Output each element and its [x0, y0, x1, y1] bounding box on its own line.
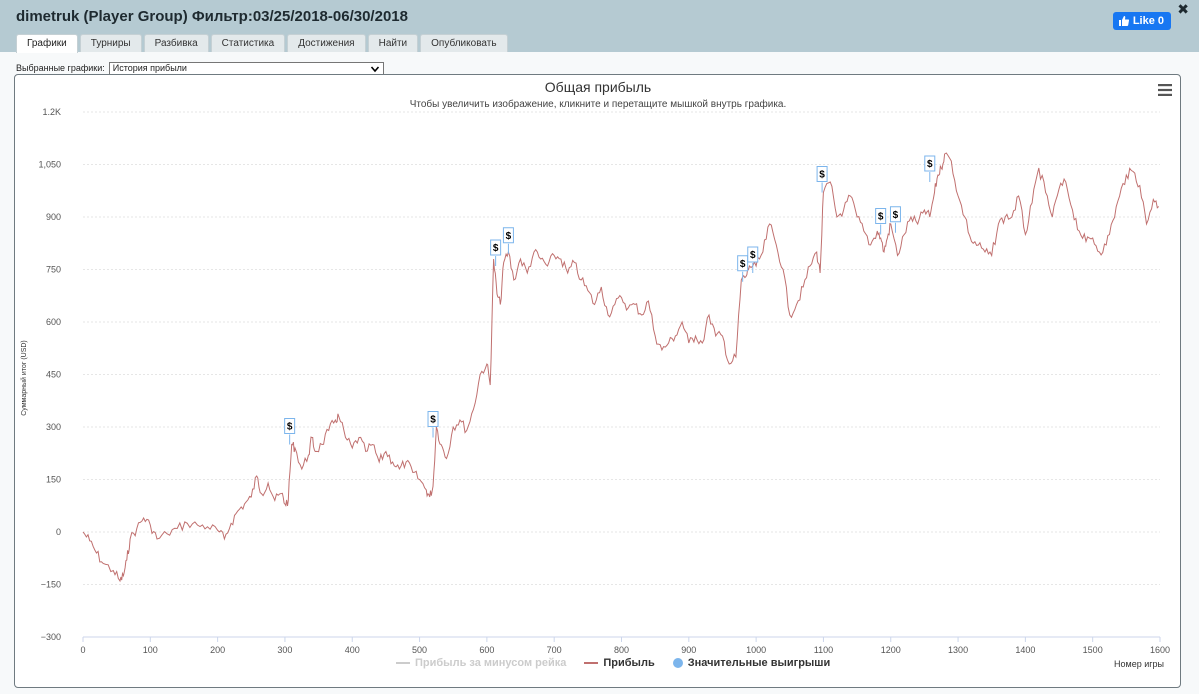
- tab-charts[interactable]: Графики: [16, 34, 78, 53]
- chart-selector-value: История прибыли: [112, 62, 187, 73]
- legend-item-rake[interactable]: Прибыль за минусом рейка: [396, 657, 566, 669]
- x-tick-label: 1100: [814, 645, 833, 655]
- big-win-flag-label: $: [878, 212, 884, 223]
- y-tick-label: 900: [46, 212, 61, 222]
- chart-subtitle: Чтобы увеличить изображение, кликните и …: [410, 98, 787, 110]
- legend-label-profit: Прибыль: [603, 657, 655, 669]
- legend-line-profit: [584, 662, 599, 664]
- window-title: dimetruk (Player Group) Фильтр:03/25/201…: [16, 8, 408, 25]
- chart-legend: Прибыль за минусом рейка Прибыль Значите…: [396, 656, 830, 670]
- x-tick-label: 1600: [1150, 645, 1170, 655]
- y-tick-label: 750: [46, 265, 61, 275]
- x-tick-label: 0: [80, 645, 85, 655]
- x-axis-title: Номер игры: [1114, 659, 1164, 669]
- x-tick-label: 1200: [881, 645, 901, 655]
- y-tick-label: 0: [56, 527, 61, 537]
- y-tick-label: 600: [46, 317, 61, 327]
- x-tick-label: 1500: [1083, 645, 1103, 655]
- y-tick-label: −150: [41, 580, 61, 590]
- tab-breakdown[interactable]: Разбивка: [143, 34, 209, 52]
- tab-achievements[interactable]: Достижения: [287, 34, 366, 52]
- legend-item-profit[interactable]: Прибыль: [584, 657, 655, 669]
- big-win-flag-label: $: [740, 259, 746, 270]
- x-tick-label: 100: [143, 645, 158, 655]
- chart-panel: [14, 74, 1181, 688]
- y-tick-label: 1.2K: [42, 107, 61, 117]
- big-win-flag[interactable]: $: [889, 206, 901, 233]
- big-win-flags: $ $ $ $ $ $ $ $ $ $: [284, 155, 936, 445]
- x-tick-label: 1300: [948, 645, 968, 655]
- y-tick-label: 300: [46, 422, 61, 432]
- big-win-flag[interactable]: $: [427, 411, 439, 438]
- window-header: dimetruk (Player Group) Фильтр:03/25/201…: [0, 0, 1199, 53]
- x-tick-label: 300: [277, 645, 292, 655]
- tab-find[interactable]: Найти: [367, 34, 419, 52]
- chart-selector-label: Выбранные графики:: [16, 63, 105, 73]
- tab-bar: Графики Турниры Разбивка Статистика Дост…: [16, 34, 508, 53]
- big-win-flag-label: $: [893, 210, 899, 221]
- big-win-flag-label: $: [927, 159, 933, 170]
- x-tick-label: 800: [614, 645, 629, 655]
- big-win-flag[interactable]: $: [875, 208, 887, 235]
- profit-line: [82, 152, 1160, 583]
- big-win-flag-label: $: [819, 170, 825, 181]
- y-tick-label: 450: [46, 370, 61, 380]
- big-win-flag-label: $: [493, 243, 499, 254]
- big-win-flag-label: $: [430, 415, 436, 426]
- y-tick-label: 1,050: [38, 160, 61, 170]
- x-tick-label: 400: [345, 645, 360, 655]
- big-win-flag[interactable]: $: [737, 255, 749, 282]
- y-axis-title: Суммарный итог (USD): [20, 340, 28, 416]
- big-win-flag-label: $: [287, 422, 293, 433]
- big-win-flag-label: $: [750, 250, 756, 261]
- legend-line-rake: [396, 662, 410, 664]
- x-tick-label: 1400: [1015, 645, 1035, 655]
- x-tick-label: 700: [547, 645, 562, 655]
- big-win-flag[interactable]: $: [747, 246, 759, 273]
- big-win-flag[interactable]: $: [284, 418, 296, 445]
- big-win-flag[interactable]: $: [924, 155, 936, 182]
- tab-statistics[interactable]: Статистика: [210, 34, 286, 52]
- tab-publish[interactable]: Опубликовать: [420, 34, 508, 52]
- big-win-flag-label: $: [506, 231, 512, 242]
- facebook-like-label: Like 0: [1132, 15, 1164, 27]
- x-tick-label: 600: [479, 645, 494, 655]
- x-tick-label: 1000: [746, 645, 766, 655]
- x-tick-label: 900: [681, 645, 696, 655]
- grid-lines: [83, 111, 1160, 585]
- x-tick-label: 200: [210, 645, 225, 655]
- chevron-down-icon: [370, 65, 379, 72]
- y-axis-ticks: 1.2K 1,050 900 750 600 450 300 150 0 −150 −300: [38, 107, 61, 642]
- y-tick-label: −300: [41, 632, 61, 642]
- big-win-flag[interactable]: $: [490, 239, 502, 266]
- menu-icon[interactable]: [1158, 84, 1172, 96]
- profit-series: [82, 152, 1160, 583]
- y-tick-label: 150: [46, 475, 61, 485]
- thumbs-up-icon: [1118, 16, 1129, 26]
- legend-item-big-wins[interactable]: Значительные выигрыши: [672, 657, 831, 669]
- big-win-flag[interactable]: $: [816, 166, 828, 193]
- x-axis-ticks: 0 100 200 300 400 500 600 700 800 900 1000 1100 1200…: [80, 637, 1170, 655]
- chart-title: Общая прибыль: [545, 79, 651, 95]
- legend-label-rake: Прибыль за минусом рейка: [415, 657, 567, 669]
- legend-dot-big-wins: [672, 658, 683, 668]
- close-icon[interactable]: ✖: [1177, 1, 1189, 17]
- facebook-like-button[interactable]: Like 0: [1112, 12, 1171, 30]
- legend-label-big-wins: Значительные выигрыши: [687, 657, 831, 669]
- x-tick-label: 500: [412, 645, 427, 655]
- big-win-flag[interactable]: $: [502, 227, 514, 254]
- tab-tournaments[interactable]: Турниры: [79, 34, 142, 52]
